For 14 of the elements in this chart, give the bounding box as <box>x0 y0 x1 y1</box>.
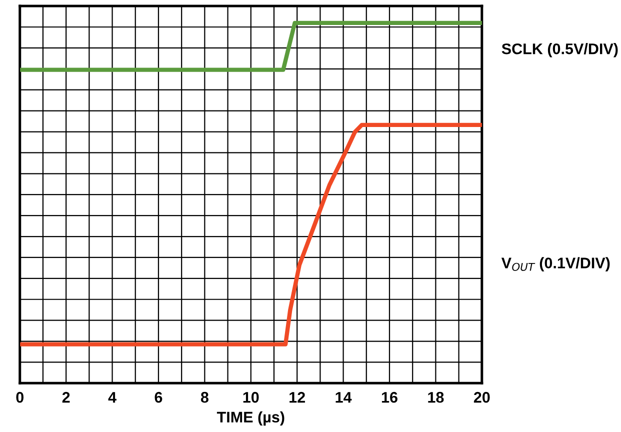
text: V$_{OUT}$ (0.1V/DIV) <box>501 257 610 272</box>
x-tick-label: 12 <box>290 392 305 403</box>
x-tick-label: 14 <box>336 392 352 403</box>
x-tick-label: 2 <box>62 392 70 403</box>
x-tick-label: 10 <box>243 392 259 403</box>
series-label: SCLK (0.5V/DIV) <box>502 43 618 58</box>
x-axis-title: TIME (µs) <box>216 411 284 426</box>
x-tick-label: 8 <box>200 392 208 403</box>
x-tick-label: 20 <box>474 392 490 403</box>
x-tick-label: 4 <box>108 392 116 403</box>
x-tick-label: 18 <box>428 392 444 403</box>
x-tick-label: 6 <box>154 392 162 403</box>
x-tick-label: 16 <box>382 392 398 403</box>
x-tick-label: 0 <box>16 392 24 403</box>
